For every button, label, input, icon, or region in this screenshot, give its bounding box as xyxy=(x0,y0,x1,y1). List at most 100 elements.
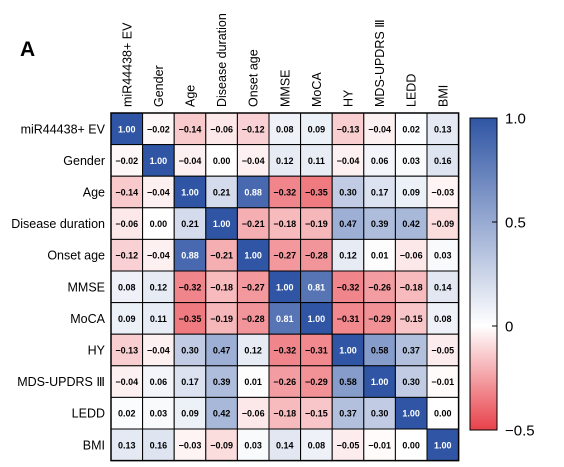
cell-value-label: −0.28 xyxy=(242,314,265,324)
heatmap-cell xyxy=(363,302,396,335)
heatmap-cell xyxy=(426,112,460,146)
cell-value-label: 0.09 xyxy=(181,409,199,419)
cell-value-label: 0.00 xyxy=(402,440,420,450)
cell-value-label: 0.39 xyxy=(371,219,389,229)
cell-value-label: −0.18 xyxy=(210,282,233,292)
heatmap-cell xyxy=(363,238,396,272)
cell-value-label: −0.02 xyxy=(115,156,138,166)
cell-value-label: −0.04 xyxy=(147,188,170,198)
cell-value-label: −0.15 xyxy=(305,409,328,419)
heatmap-cell xyxy=(268,112,302,146)
cell-value-label: −0.04 xyxy=(337,156,360,166)
cell-value-label: 0.11 xyxy=(308,156,325,166)
heatmap-frame xyxy=(110,112,460,462)
cell-value-label: −0.06 xyxy=(242,409,265,419)
colorbar xyxy=(469,117,498,431)
heatmap-cell xyxy=(110,302,144,335)
cell-value-label: 0.39 xyxy=(213,377,231,387)
row-label: Age xyxy=(83,186,105,200)
heatmap-cell xyxy=(300,144,333,177)
cell-value-label: −0.05 xyxy=(337,440,360,450)
cell-value-label: −0.26 xyxy=(273,377,296,387)
heatmap-cell xyxy=(205,238,238,272)
colorbar-tick-label: 0 xyxy=(505,319,513,336)
heatmap-cell xyxy=(173,144,207,177)
cell-value-label: −0.09 xyxy=(210,440,233,450)
cell-value-label: 0.08 xyxy=(434,314,452,324)
cell-value-label: 1.00 xyxy=(181,188,199,198)
cell-value-label: −0.06 xyxy=(400,251,423,261)
cell-value-label: 0.06 xyxy=(150,377,168,387)
heatmap-cell xyxy=(363,112,396,146)
column-label: MMSE xyxy=(278,70,292,108)
row-label: HY xyxy=(88,344,106,358)
cell-value-label: −0.19 xyxy=(305,219,328,229)
cell-value-label: −0.26 xyxy=(368,282,391,292)
cell-value-label: 0.37 xyxy=(339,409,357,419)
heatmap-cell xyxy=(331,112,365,146)
heatmap-cell xyxy=(426,302,460,335)
cell-value-label: −0.15 xyxy=(400,314,423,324)
column-label: MDS-UPDRS Ⅲ xyxy=(373,19,387,107)
column-label: miR44438+ EV xyxy=(120,22,134,107)
cell-value-label: −0.29 xyxy=(368,314,391,324)
cell-value-label: 0.00 xyxy=(434,409,452,419)
cell-value-label: −0.13 xyxy=(337,124,360,134)
cell-value-label: −0.01 xyxy=(431,377,454,387)
cell-value-label: −0.21 xyxy=(210,251,233,261)
cell-value-label: −0.02 xyxy=(147,124,170,134)
heatmap-cell xyxy=(363,396,396,430)
cell-value-label: −0.04 xyxy=(147,251,170,261)
row-label: LEDD xyxy=(72,407,105,421)
cell-value-label: 0.02 xyxy=(402,124,420,134)
heatmap-cell xyxy=(331,396,365,430)
cell-value-label: 0.58 xyxy=(339,377,357,387)
cell-value-label: 0.01 xyxy=(371,251,389,261)
cell-value-label: 1.00 xyxy=(150,156,168,166)
cell-value-label: 0.03 xyxy=(150,409,168,419)
cell-value-label: 0.88 xyxy=(244,188,262,198)
heatmap-cell xyxy=(173,428,207,462)
heatmap-cell xyxy=(205,270,238,304)
cell-value-label: −0.32 xyxy=(273,346,296,356)
heatmap-cell xyxy=(426,238,460,272)
cell-value-label: 0.03 xyxy=(402,156,420,166)
heatmap-cell xyxy=(300,270,333,304)
cell-value-label: −0.31 xyxy=(305,346,328,356)
cell-value-label: 0.00 xyxy=(150,219,168,229)
heatmap-cell xyxy=(363,428,396,462)
cell-value-label: 0.47 xyxy=(213,346,231,356)
cell-value-label: −0.14 xyxy=(179,124,202,134)
cell-value-label: 0.17 xyxy=(181,377,199,387)
column-label: MoCA xyxy=(310,72,324,107)
heatmap-cell xyxy=(268,238,302,272)
cell-value-label: −0.35 xyxy=(179,314,202,324)
cell-value-label: 0.03 xyxy=(244,440,262,450)
cell-value-label: −0.28 xyxy=(305,251,328,261)
cell-value-label: −0.05 xyxy=(431,346,454,356)
cell-value-label: 1.00 xyxy=(434,440,452,450)
cell-value-label: 0.09 xyxy=(402,188,420,198)
cell-value-label: 0.21 xyxy=(181,219,199,229)
heatmap-cell xyxy=(363,207,396,240)
cell-value-label: 0.01 xyxy=(244,377,262,387)
cell-value-label: −0.19 xyxy=(210,314,233,324)
heatmap-cell xyxy=(331,207,365,240)
cell-value-label: 0.02 xyxy=(118,409,136,419)
colorbar-tick-label: 0.5 xyxy=(505,215,526,232)
cell-value-label: 0.16 xyxy=(150,440,168,450)
cell-value-label: 0.12 xyxy=(150,282,168,292)
cell-value-label: 0.88 xyxy=(181,251,199,261)
cell-value-label: −0.18 xyxy=(273,409,296,419)
heatmap-cell xyxy=(268,207,302,240)
cell-value-label: 0.14 xyxy=(434,282,452,292)
cell-value-label: −0.04 xyxy=(179,156,202,166)
column-label: Onset age xyxy=(247,49,261,107)
cell-value-label: 0.12 xyxy=(276,156,294,166)
cell-value-label: 0.58 xyxy=(371,346,389,356)
row-label: BMI xyxy=(83,438,105,452)
heatmap-cell xyxy=(142,238,175,272)
cell-value-label: −0.27 xyxy=(273,251,296,261)
cell-value-label: −0.27 xyxy=(242,282,265,292)
cell-value-label: 0.16 xyxy=(434,156,452,166)
